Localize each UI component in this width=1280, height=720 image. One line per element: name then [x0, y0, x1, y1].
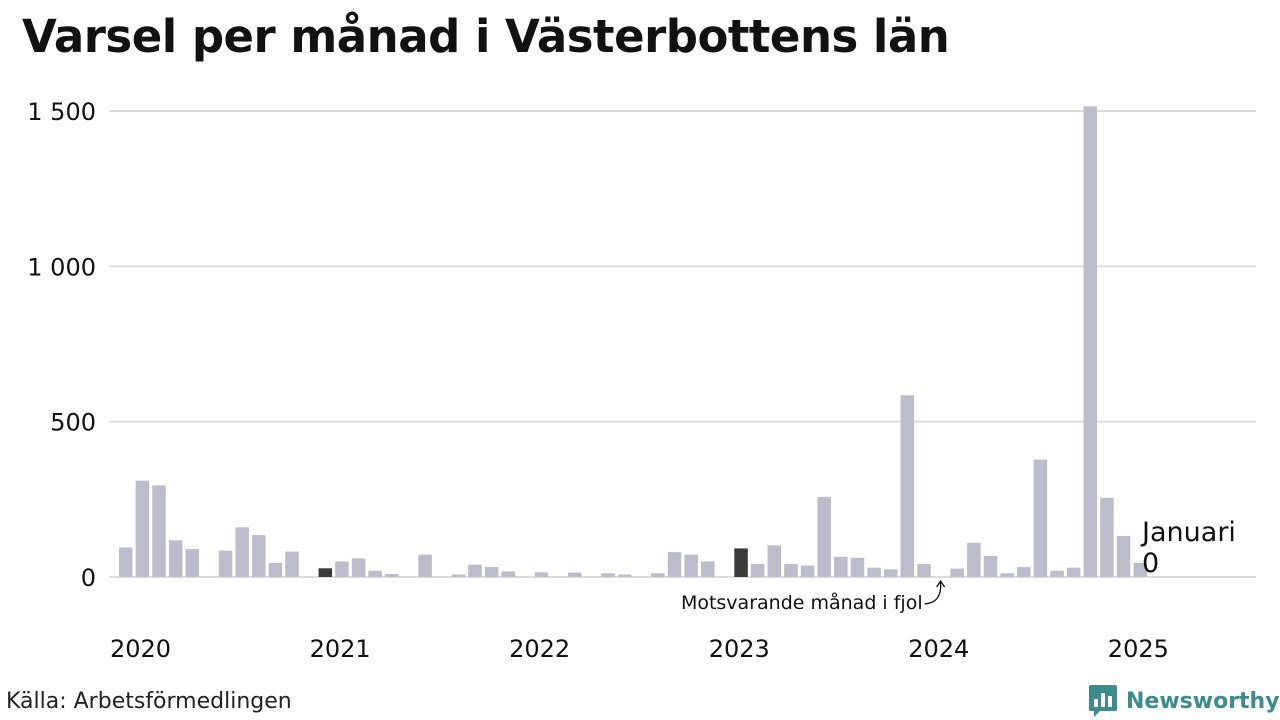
bars — [119, 106, 1147, 577]
bar-2020-10 — [268, 563, 283, 577]
x-tick-label: 2024 — [908, 635, 969, 663]
bar-2022-10 — [667, 552, 682, 577]
y-tick-label: 1 500 — [27, 98, 96, 126]
bar-2020-11 — [285, 551, 299, 577]
x-tick-label: 2025 — [1108, 635, 1169, 663]
bar-2024-04 — [967, 542, 981, 577]
bar-2021-04 — [368, 570, 382, 577]
bar-2024-06 — [1000, 573, 1014, 577]
bar-2024-03 — [950, 568, 964, 577]
brand-name: Newsworthy — [1126, 688, 1280, 714]
bar-2021-05 — [385, 573, 399, 577]
bar-2024-05 — [983, 555, 998, 577]
bar-2023-04 — [767, 545, 782, 577]
source-note: Källa: Arbetsförmedlingen — [6, 689, 292, 714]
bar-2021-02 — [335, 561, 349, 577]
bar-2022-11 — [684, 554, 698, 577]
bar-2020-02 — [135, 480, 150, 577]
bar-2023-07 — [817, 496, 831, 577]
annotation-arrow — [924, 579, 946, 605]
bar-2020-05 — [185, 549, 200, 577]
bar-2023-05 — [784, 563, 798, 577]
annotation-layer: Motsvarande månad i fjol Januari 0 — [681, 517, 1236, 614]
latest-month-label: Januari — [1140, 517, 1236, 548]
grid-lines — [109, 110, 1256, 578]
latest-month-value: 0 — [1142, 548, 1159, 579]
bar-2023-12 — [900, 395, 915, 577]
bar-2020-01 — [119, 547, 133, 577]
y-tick-label: 1 000 — [27, 253, 96, 281]
bar-2025-02 — [1133, 563, 1147, 577]
chart-title: Varsel per månad i Västerbottens län — [22, 10, 950, 63]
bar-2024-09 — [1050, 570, 1064, 577]
bar-chart-logo-icon — [1089, 685, 1117, 717]
bar-2024-08 — [1033, 459, 1048, 577]
bar-2020-07 — [218, 550, 233, 577]
bar-2020-04 — [168, 540, 183, 577]
bar-2024-10 — [1066, 567, 1081, 577]
bar-2023-11 — [883, 569, 898, 577]
bar-2023-02 — [734, 548, 748, 577]
bar-2020-03 — [152, 485, 166, 577]
bar-2021-01 — [318, 568, 333, 577]
x-tick-label: 2021 — [310, 635, 371, 663]
x-tick-label: 2023 — [709, 635, 770, 663]
bar-2022-06 — [601, 573, 615, 577]
x-tick-label: 2020 — [110, 635, 171, 663]
y-tick-label: 0 — [81, 564, 96, 592]
bar-2021-12 — [501, 571, 515, 577]
bar-2021-11 — [484, 567, 499, 577]
bar-2021-09 — [451, 574, 466, 577]
bar-2021-03 — [351, 558, 366, 577]
bar-2023-08 — [834, 556, 848, 577]
x-tick-label: 2022 — [509, 635, 570, 663]
bar-2020-09 — [252, 535, 266, 577]
bar-2022-04 — [568, 572, 582, 577]
bar-2024-11 — [1083, 106, 1098, 577]
bar-2022-02 — [534, 572, 549, 577]
bar-2022-09 — [651, 573, 665, 577]
bar-2021-07 — [418, 554, 432, 577]
bar-2025-01 — [1116, 535, 1131, 577]
bar-2023-10 — [867, 567, 881, 577]
bar-2023-06 — [800, 565, 815, 577]
bar-2022-12 — [701, 561, 715, 577]
bar-2023-09 — [850, 557, 865, 577]
brand-logo[interactable]: Newsworthy — [1088, 684, 1280, 718]
bar-2024-12 — [1100, 497, 1114, 577]
y-axis-tick-labels: 0 500 1 000 1 500 — [27, 98, 96, 592]
bar-2024-01 — [917, 563, 931, 577]
annotation-text: Motsvarande månad i fjol — [681, 591, 923, 614]
bar-2020-08 — [235, 527, 249, 577]
bar-2023-03 — [750, 563, 765, 577]
x-axis-tick-labels: 2020 2021 2022 2023 2024 2025 — [110, 635, 1169, 663]
y-tick-label: 500 — [50, 409, 96, 437]
bar-2021-10 — [468, 564, 482, 577]
bar-2022-07 — [617, 574, 632, 577]
bar-2024-07 — [1017, 567, 1031, 577]
